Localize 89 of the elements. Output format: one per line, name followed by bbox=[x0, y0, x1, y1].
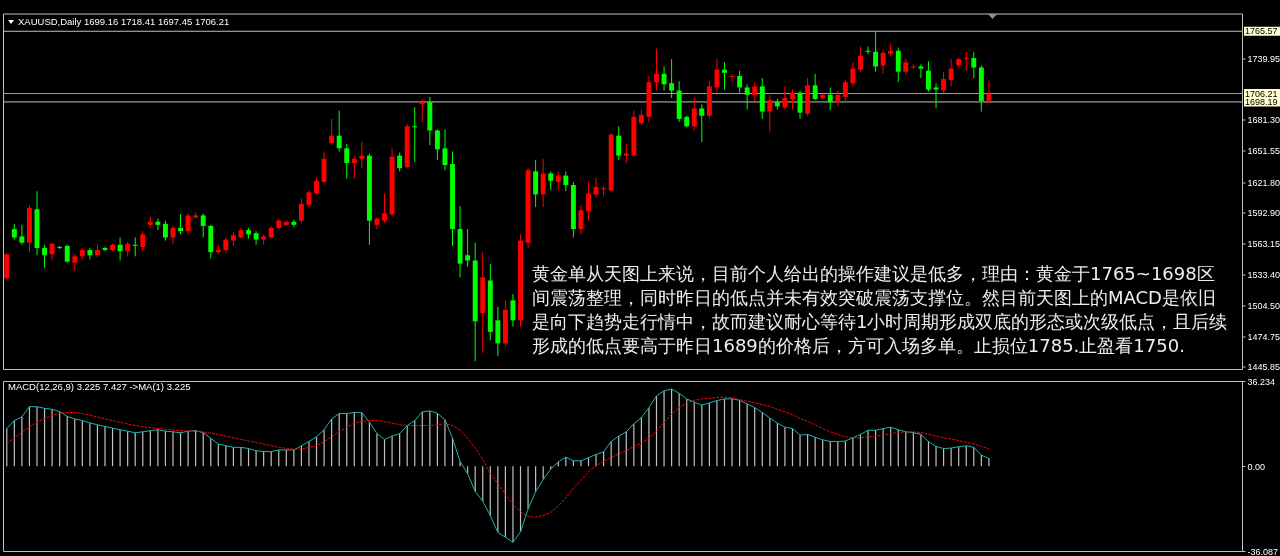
candlestick bbox=[253, 230, 259, 246]
candlestick bbox=[344, 143, 350, 180]
candlestick bbox=[140, 230, 146, 252]
candlestick bbox=[540, 158, 546, 208]
y-tick-label: 1504.50 bbox=[1247, 300, 1280, 311]
candlestick bbox=[155, 218, 161, 231]
candlestick bbox=[42, 244, 48, 269]
ref-line-label: 1698.19 bbox=[1245, 96, 1278, 107]
candlestick bbox=[926, 60, 931, 93]
y-tick-label: 1651.55 bbox=[1247, 146, 1280, 157]
candlestick bbox=[578, 204, 584, 235]
candlestick bbox=[351, 155, 357, 180]
candlestick bbox=[729, 73, 735, 82]
candlestick bbox=[691, 97, 697, 131]
candlestick bbox=[858, 46, 863, 73]
candlestick bbox=[593, 177, 599, 199]
ref-line-label: 1706.21 bbox=[1245, 88, 1278, 99]
candlestick bbox=[873, 31, 879, 73]
chart-title: XAUUSD,Daily 1699.16 1718.41 1697.45 1706.21 bbox=[18, 15, 230, 27]
y-tick-label: 1474.75 bbox=[1247, 331, 1280, 342]
candlestick bbox=[744, 83, 750, 110]
annotation: 黄金单从天图上来说，目前个人给出的操作建议是低多，理由：黄金于1765~1698区间震荡整理，同时昨日的低点并未有效突破震荡支撑位。然目前天图上的MACD是依旧是向下趋势走行情中，故而建议耐心等待1小时周期形成双底的形态或次级低点，且后续形成的低点要高于昨日1689的价格后，方可入场多单。止损位1785.止盈看1750. bbox=[532, 262, 1229, 358]
candlestick bbox=[669, 58, 675, 99]
candlestick bbox=[87, 247, 93, 260]
candlestick bbox=[178, 213, 183, 235]
candlestick bbox=[132, 236, 138, 257]
candlestick bbox=[412, 106, 418, 163]
candlestick bbox=[382, 192, 387, 224]
candlestick bbox=[933, 82, 939, 109]
candlestick bbox=[117, 236, 123, 262]
y-tick-label: 1563.15 bbox=[1247, 239, 1280, 250]
y-tick-label: 1533.40 bbox=[1247, 270, 1280, 281]
y-tick-label: 0.00 bbox=[1247, 461, 1266, 472]
candlestick bbox=[359, 141, 365, 169]
candlestick bbox=[842, 79, 848, 103]
line-series bbox=[6, 396, 990, 518]
candlestick bbox=[19, 224, 25, 246]
candlestick bbox=[298, 198, 304, 224]
candlestick bbox=[722, 61, 727, 91]
candlestick bbox=[918, 63, 924, 79]
candlestick bbox=[533, 159, 539, 208]
candlestick bbox=[986, 80, 992, 104]
candlestick bbox=[737, 70, 743, 94]
y-tick-label: 36.234 bbox=[1247, 376, 1276, 387]
candlestick bbox=[185, 212, 191, 235]
y-tick-label: -36.087 bbox=[1247, 546, 1279, 556]
y-tick-label: 1681.30 bbox=[1247, 115, 1280, 126]
candlestick bbox=[200, 212, 206, 238]
y-tick-label: 1739.95 bbox=[1247, 53, 1280, 64]
candlestick bbox=[601, 185, 607, 198]
candlestick bbox=[434, 128, 440, 161]
candlestick bbox=[510, 293, 516, 328]
y-tick-label: 1621.80 bbox=[1247, 177, 1280, 188]
candlestick bbox=[397, 151, 403, 172]
candlestick bbox=[563, 170, 569, 192]
candlestick bbox=[767, 94, 773, 133]
candlestick bbox=[714, 58, 720, 94]
ref-line-label: 1765.57 bbox=[1245, 26, 1278, 37]
candlestick bbox=[752, 81, 758, 102]
candlestick bbox=[419, 98, 425, 123]
candlestick bbox=[782, 85, 788, 110]
candlestick bbox=[699, 103, 705, 143]
candlestick bbox=[827, 86, 833, 112]
candlestick bbox=[850, 61, 856, 87]
candlestick bbox=[623, 143, 629, 164]
candlestick bbox=[971, 51, 977, 79]
candlestick bbox=[812, 73, 818, 101]
candlestick bbox=[291, 219, 297, 228]
candlestick bbox=[948, 58, 954, 87]
candlestick bbox=[321, 150, 327, 184]
candlestick bbox=[941, 71, 947, 94]
candlestick bbox=[555, 170, 561, 191]
candlestick bbox=[495, 306, 501, 357]
candlestick bbox=[162, 220, 168, 242]
y-tick-label: 1445.85 bbox=[1247, 362, 1280, 373]
candlestick bbox=[790, 89, 795, 110]
candlestick bbox=[880, 49, 886, 75]
chart-title: MACD(12,26,9) 3.225 7.427 ->MA(1) 3.225 bbox=[8, 381, 191, 392]
candlestick bbox=[329, 118, 335, 146]
candlestick bbox=[465, 228, 471, 268]
candlestick bbox=[616, 125, 622, 161]
candlestick bbox=[336, 110, 342, 152]
candlestick bbox=[586, 181, 591, 222]
candlestick bbox=[895, 47, 901, 83]
candlestick bbox=[963, 51, 969, 72]
candlestick bbox=[548, 170, 554, 191]
candlestick bbox=[654, 48, 659, 92]
candlestick bbox=[661, 65, 667, 92]
y-tick-label: 1592.90 bbox=[1247, 207, 1280, 218]
